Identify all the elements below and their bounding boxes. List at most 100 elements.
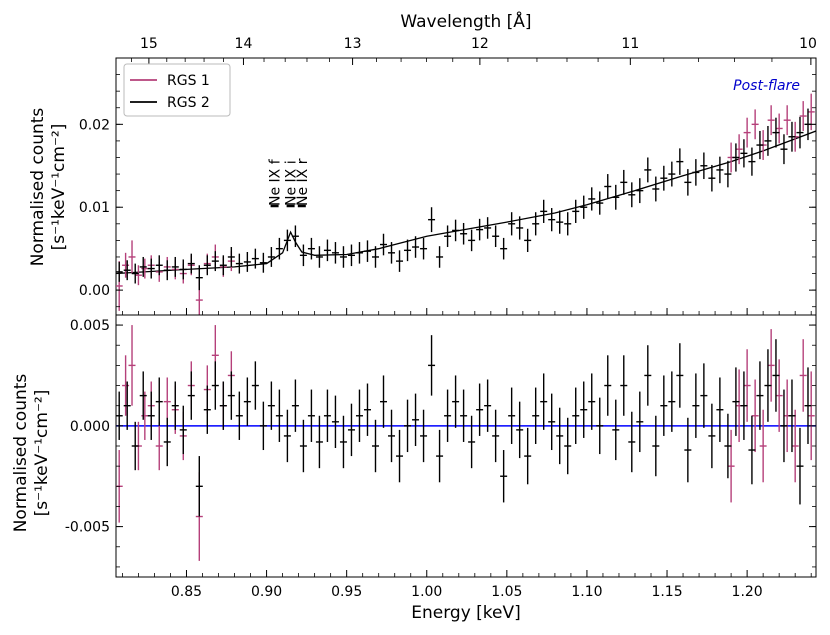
data-point: [163, 417, 171, 467]
data-point: [227, 371, 235, 420]
top-tick-label: 14: [235, 36, 253, 52]
data-point: [179, 259, 187, 280]
data-point: [644, 157, 652, 183]
data-point: [516, 216, 524, 240]
data-point: [492, 225, 500, 248]
data-point: [716, 377, 724, 442]
data-point: [291, 379, 299, 432]
data-point: [596, 191, 604, 215]
data-point: [147, 391, 155, 440]
data-point: [732, 367, 740, 436]
data-point: [291, 225, 299, 248]
data-point: [187, 371, 195, 420]
data-point: [331, 395, 339, 449]
data-point: [203, 385, 211, 434]
line-id-text: Ne IX f: [268, 158, 284, 206]
data-point: [708, 403, 716, 469]
data-point: [187, 253, 195, 274]
data-point: [436, 429, 444, 483]
data-point: [371, 419, 379, 473]
data-point: [700, 152, 708, 180]
data-point: [780, 134, 788, 165]
x-axis-title: Energy [keV]: [411, 603, 521, 623]
x-tick-label: 0.95: [331, 584, 362, 600]
upper-y-axis-title-line1: Normalised counts: [28, 108, 48, 267]
data-point: [775, 113, 783, 144]
data-point: [676, 148, 684, 175]
series-rgs-2: [116, 108, 812, 291]
data-point: [636, 178, 644, 204]
data-point: [299, 419, 307, 473]
data-point: [163, 260, 171, 281]
legend-label: RGS 2: [167, 95, 210, 111]
data-point: [684, 417, 692, 483]
data-point: [331, 242, 339, 264]
data-point: [484, 379, 492, 432]
data-point: [404, 399, 412, 453]
data-point: [788, 121, 796, 152]
data-point: [532, 212, 540, 236]
data-point: [516, 401, 524, 459]
data-point: [652, 415, 660, 477]
data-point: [235, 253, 243, 274]
data-point: [468, 229, 476, 252]
data-point: [219, 381, 227, 430]
y-tick-label: 0.000: [70, 419, 110, 435]
data-point: [572, 199, 580, 223]
data-point: [500, 450, 508, 503]
data-point: [227, 247, 235, 267]
data-point: [195, 265, 203, 291]
lower-panel: 0.005 0.000 -0.005 0.85 0.90 0.95 1.00 1.05 1.10…: [65, 314, 817, 600]
data-point: [460, 222, 468, 245]
data-point: [772, 117, 780, 148]
y-tick-label: 0.00: [79, 283, 110, 299]
data-point: [724, 160, 732, 188]
data-point: [532, 387, 540, 444]
data-point: [128, 240, 136, 274]
data-point: [307, 237, 315, 260]
data-point: [141, 258, 149, 279]
data-point: [788, 379, 796, 453]
data-point: [604, 174, 612, 199]
top-tick-label: 13: [344, 36, 362, 52]
line-id-text: Ne IX i: [284, 160, 300, 206]
data-point: [251, 361, 259, 410]
data-point: [807, 371, 815, 461]
data-point: [604, 355, 612, 416]
x-tick-label: 1.10: [571, 584, 602, 600]
data-point: [380, 233, 388, 256]
data-point: [155, 377, 163, 426]
data-point: [420, 409, 428, 463]
data-point: [540, 199, 548, 223]
data-point: [751, 109, 759, 140]
data-point: [412, 236, 420, 258]
upper-y-axis-title: Normalised counts [s⁻¹keV⁻¹cm⁻²]: [28, 108, 69, 267]
data-point: [660, 375, 668, 436]
data-point: [444, 389, 452, 442]
data-point: [564, 212, 572, 236]
data-point: [155, 421, 163, 471]
top-tick-label: 11: [621, 36, 639, 52]
data-point: [740, 139, 748, 168]
data-point: [476, 218, 484, 241]
top-tick-label: 10: [799, 36, 817, 52]
data-point: [179, 405, 187, 455]
lower-y-axis-title-line2: [s⁻¹keV⁻¹cm⁻²]: [32, 390, 52, 517]
data-point: [347, 403, 355, 457]
data-point: [735, 134, 743, 165]
data-point: [444, 225, 452, 248]
data-point: [500, 237, 508, 260]
data-point: [796, 116, 804, 149]
data-point: [195, 456, 203, 517]
data-point: [315, 246, 323, 268]
data-point: [428, 335, 436, 396]
data-point: [508, 212, 516, 236]
data-point: [767, 105, 775, 136]
data-point: [644, 345, 652, 406]
data-point: [676, 343, 684, 408]
data-point: [764, 349, 772, 422]
data-point: [259, 252, 267, 273]
data-point: [684, 169, 692, 196]
data-point: [764, 125, 772, 156]
data-point: [122, 355, 130, 416]
